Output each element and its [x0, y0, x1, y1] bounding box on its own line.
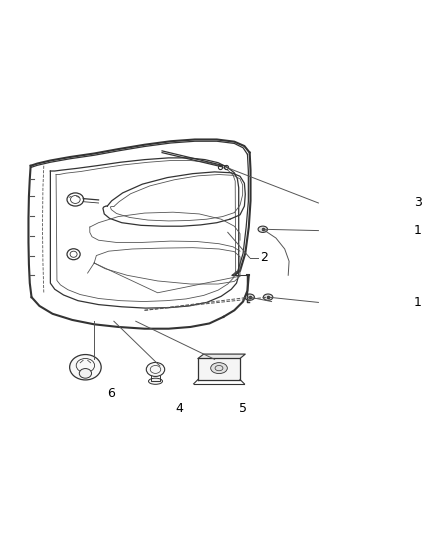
Text: 2: 2	[261, 251, 268, 264]
Text: 5: 5	[239, 402, 247, 415]
Ellipse shape	[70, 354, 101, 380]
Ellipse shape	[79, 368, 92, 378]
Text: 6: 6	[107, 387, 115, 400]
Ellipse shape	[211, 362, 227, 374]
Ellipse shape	[245, 294, 254, 300]
Ellipse shape	[146, 362, 165, 376]
Polygon shape	[198, 354, 245, 359]
Ellipse shape	[263, 294, 273, 300]
Ellipse shape	[258, 226, 268, 232]
Text: 1: 1	[414, 224, 422, 237]
Text: 4: 4	[175, 402, 183, 415]
Ellipse shape	[148, 378, 162, 384]
Text: 3: 3	[414, 197, 422, 209]
Polygon shape	[198, 359, 240, 379]
Text: 1: 1	[414, 296, 422, 309]
